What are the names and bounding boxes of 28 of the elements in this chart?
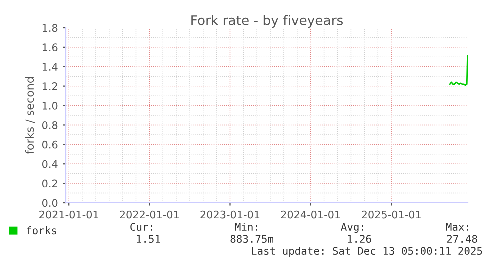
- y-tick-label: 0.2: [42, 180, 58, 188]
- y-tick-label: 0.6: [42, 140, 58, 149]
- x-tick-label: 2021-01-01: [40, 210, 98, 219]
- y-tick-label: 1.4: [42, 63, 58, 71]
- y-tick-label: 1.2: [42, 82, 58, 90]
- y-tick-label: 0.8: [42, 121, 58, 130]
- text: Avg:: [341, 223, 364, 234]
- text: 1.26: [348, 235, 372, 244]
- text: 883.75m: [230, 235, 274, 244]
- chart-title: Fork rate - by fiveyears: [192, 15, 344, 28]
- text: Min:: [235, 222, 258, 231]
- x-tick-label: 2023-01-01: [200, 210, 260, 219]
- text: 1.51: [137, 235, 160, 244]
- x-tick-label: 2022-01-01: [120, 210, 179, 219]
- text: Last update: Sat Dec 13 05:00:11 2025: [252, 246, 482, 258]
- text: 27.48: [447, 235, 478, 244]
- y-tick-label: 1.8: [42, 24, 58, 32]
- y-tick-label: 0.4: [42, 160, 58, 168]
- y-axis-title: forks / second: [25, 78, 35, 154]
- y-tick-label: 1.6: [42, 44, 58, 52]
- x-tick-label: 2024-01-01: [281, 210, 340, 219]
- x-tick-label: 2025-01-01: [362, 210, 421, 219]
- text: Max:: [446, 223, 468, 232]
- legend-label: forks: [27, 226, 56, 235]
- line-series: [449, 56, 468, 86]
- text: Cur:: [130, 223, 152, 232]
- y-tick-label: 0.0: [42, 199, 58, 208]
- y-tick-label: 1.0: [42, 102, 58, 110]
